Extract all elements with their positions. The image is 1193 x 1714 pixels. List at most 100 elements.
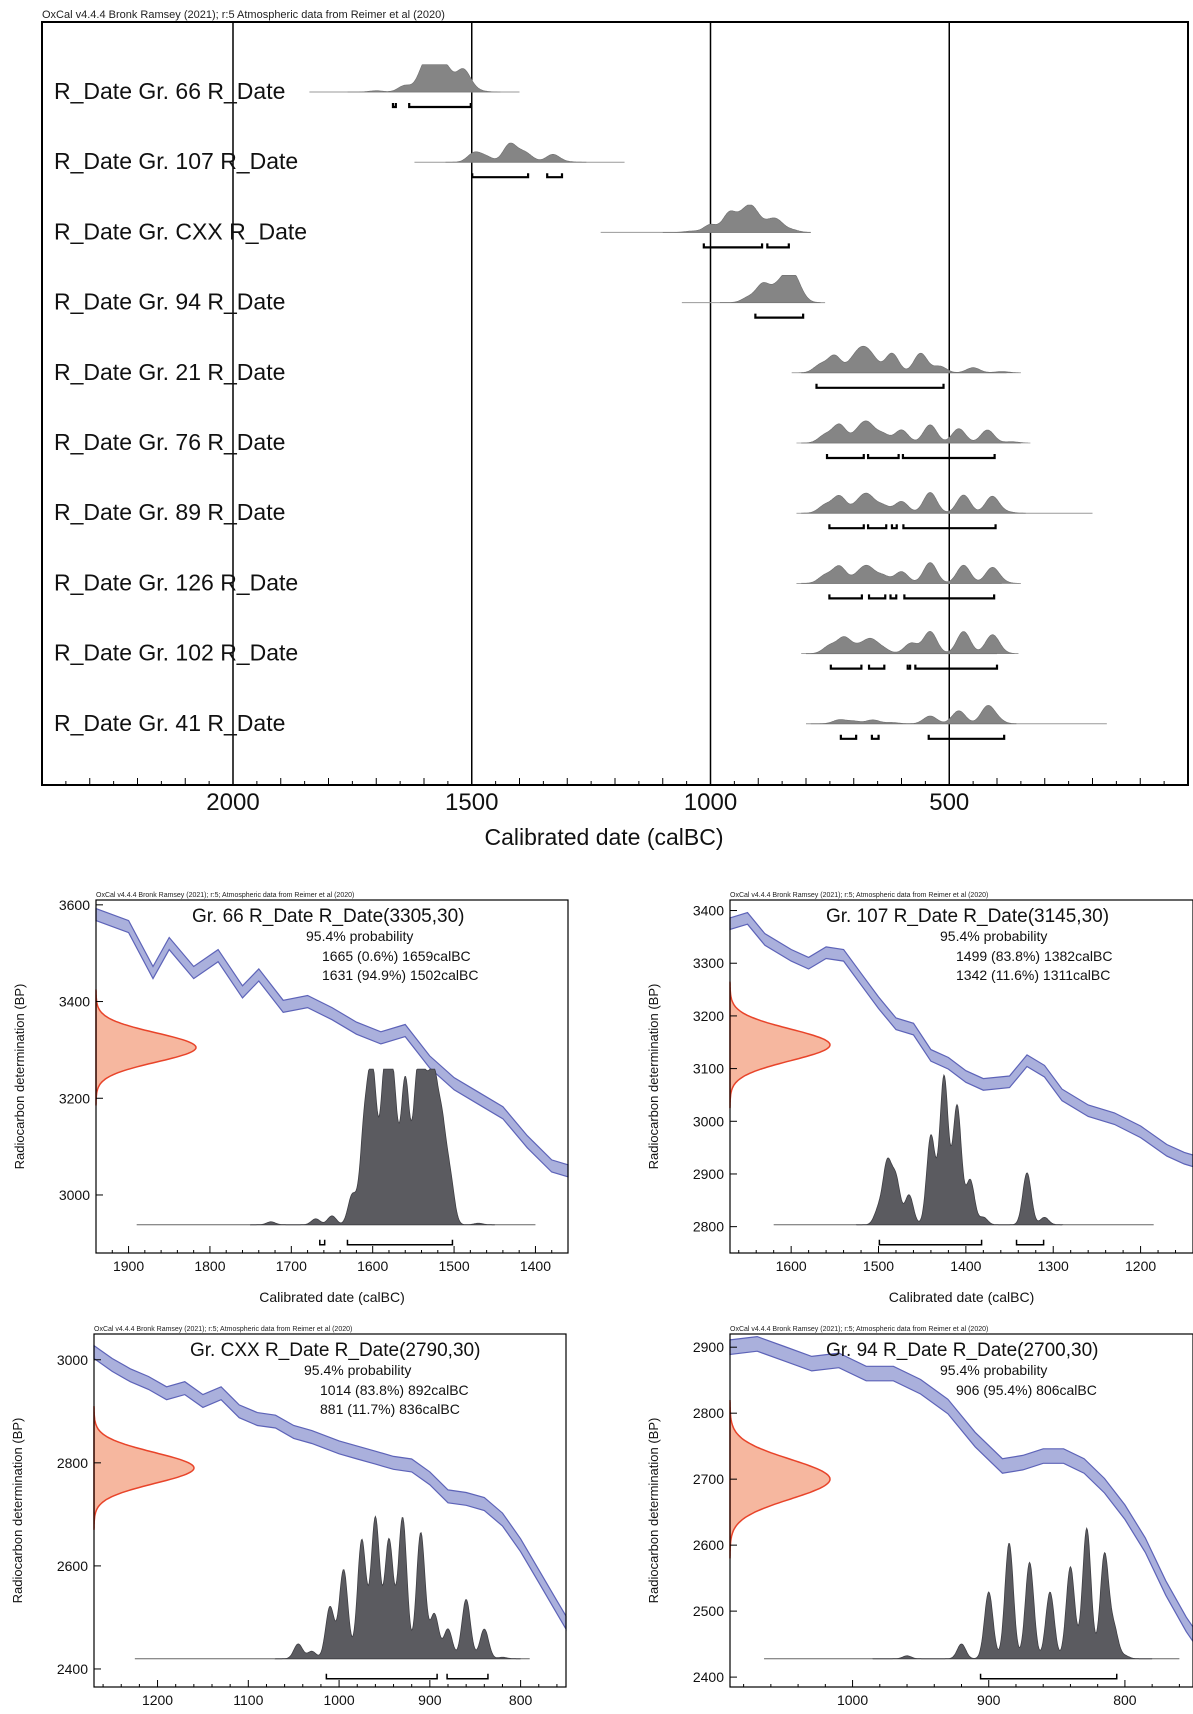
multiplot-range-bracket bbox=[889, 594, 898, 600]
multiplot-row: R_Date Gr. 102 R_Date bbox=[54, 630, 1019, 670]
x-tick-label: 1200 bbox=[1125, 1258, 1156, 1274]
multiplot-range-bracket bbox=[828, 524, 865, 530]
calibration-panel: OxCal v4.4.4 Bronk Ramsey (2021); r:5; A… bbox=[646, 1326, 1193, 1708]
x-tick-label: 800 bbox=[509, 1692, 533, 1708]
y-tick-label: 3600 bbox=[59, 897, 90, 913]
y-tick-label: 2800 bbox=[693, 1405, 724, 1421]
multiplot-range-bracket bbox=[828, 594, 863, 600]
multiplot-row-label: R_Date Gr. 102 R_Date bbox=[54, 640, 298, 666]
calibration-curve-band bbox=[729, 1335, 1193, 1643]
y-axis-label: Radiocarbon determination (BP) bbox=[10, 1418, 25, 1604]
panel-header: OxCal v4.4.4 Bronk Ramsey (2021); r:5; A… bbox=[730, 1326, 988, 1333]
multiplot-range-bracket bbox=[903, 594, 996, 600]
multiplot-density bbox=[801, 630, 1019, 654]
multiplot-row-label: R_Date Gr. 107 R_Date bbox=[54, 148, 298, 174]
y-tick-label: 2400 bbox=[693, 1669, 724, 1685]
y-axis-label: Radiocarbon determination (BP) bbox=[646, 1418, 661, 1604]
calibrated-density bbox=[855, 1073, 1064, 1226]
multiplot-range-bracket bbox=[766, 243, 790, 249]
x-tick-label: 1900 bbox=[113, 1258, 144, 1274]
multiplot-row-label: R_Date Gr. 41 R_Date bbox=[54, 710, 285, 736]
panel-header: OxCal v4.4.4 Bronk Ramsey (2021); r:5; A… bbox=[96, 892, 354, 899]
x-tick-label: 1700 bbox=[276, 1258, 307, 1274]
multiplot-row: R_Date Gr. 89 R_Date bbox=[54, 492, 1093, 530]
y-tick-label: 2600 bbox=[693, 1537, 724, 1553]
range-bracket bbox=[1015, 1239, 1045, 1246]
multiplot-range-bracket bbox=[901, 454, 996, 460]
multiplot-header: OxCal v4.4.4 Bronk Ramsey (2021); r:5 At… bbox=[42, 9, 445, 21]
measurement-distribution bbox=[93, 1406, 195, 1530]
x-tick-label: 1000 bbox=[837, 1692, 868, 1708]
x-tick-label: 1800 bbox=[194, 1258, 225, 1274]
x-tick-label: 1100 bbox=[233, 1692, 263, 1708]
multiplot-row: R_Date Gr. CXX R_Date bbox=[54, 204, 811, 249]
y-tick-label: 3400 bbox=[59, 994, 90, 1010]
y-tick-label: 3000 bbox=[693, 1113, 724, 1129]
multiplot-x-tick-label: 500 bbox=[929, 789, 969, 816]
y-tick-label: 2800 bbox=[693, 1219, 724, 1235]
range-label: 1014 (83.8%) 892calBC bbox=[320, 1382, 469, 1398]
range-label: 1665 (0.6%) 1659calBC bbox=[322, 948, 471, 964]
y-axis-label: Radiocarbon determination (BP) bbox=[646, 984, 661, 1170]
multiplot-x-axis-label: Calibrated date (calBC) bbox=[484, 824, 723, 850]
x-axis-label: Calibrated date (calBC) bbox=[889, 1289, 1035, 1305]
x-tick-label: 1200 bbox=[142, 1692, 173, 1708]
measurement-distribution bbox=[95, 989, 197, 1106]
calibrated-density bbox=[872, 1526, 1153, 1660]
multiplot-density bbox=[796, 562, 1021, 584]
multiplot-row-label: R_Date Gr. 126 R_Date bbox=[54, 569, 298, 595]
panel-title: Gr. 66 R_Date R_Date(3305,30) bbox=[192, 906, 465, 927]
multiplot-row-label: R_Date Gr. 89 R_Date bbox=[54, 499, 285, 525]
probability-label: 95.4% probability bbox=[304, 1362, 411, 1378]
multiplot-range-bracket bbox=[702, 243, 764, 249]
panel-title: Gr. 107 R_Date R_Date(3145,30) bbox=[826, 906, 1109, 927]
y-tick-label: 3000 bbox=[59, 1187, 90, 1203]
multiplot-range-bracket bbox=[927, 734, 1006, 740]
measurement-distribution bbox=[729, 1399, 831, 1559]
x-tick-label: 1500 bbox=[863, 1258, 894, 1274]
panel-frame bbox=[93, 1333, 567, 1688]
panel-frame bbox=[729, 899, 1193, 1254]
multiplot-x-tick-label: 1000 bbox=[684, 789, 737, 816]
range-label: 1499 (83.8%) 1382calBC bbox=[956, 948, 1112, 964]
multiplot-range-bracket bbox=[815, 383, 945, 389]
panel-title: Gr. CXX R_Date R_Date(2790,30) bbox=[190, 1340, 480, 1361]
range-bracket bbox=[319, 1239, 326, 1246]
multiplot-range-bracket bbox=[866, 524, 888, 530]
x-axis-label: Calibrated date (calBC) bbox=[259, 1289, 405, 1305]
calibration-panel: OxCal v4.4.4 Bronk Ramsey (2021); r:5; A… bbox=[10, 1326, 567, 1708]
y-tick-label: 3400 bbox=[693, 903, 724, 919]
multiplot-range-bracket bbox=[914, 664, 999, 670]
range-bracket bbox=[346, 1239, 454, 1246]
multiplot-density bbox=[796, 420, 1031, 444]
y-tick-label: 3300 bbox=[693, 955, 724, 971]
multiplot-row: R_Date Gr. 66 R_Date bbox=[54, 64, 520, 109]
y-tick-label: 2900 bbox=[693, 1339, 724, 1355]
multiplot-range-bracket bbox=[906, 664, 912, 670]
range-bracket bbox=[979, 1673, 1118, 1680]
multiplot-row: R_Date Gr. 94 R_Date bbox=[54, 275, 826, 319]
probability-label: 95.4% probability bbox=[306, 928, 413, 944]
multiplot-range-bracket bbox=[866, 454, 900, 460]
multiplot-range-bracket bbox=[825, 454, 865, 460]
multiplot-range-bracket bbox=[408, 103, 472, 109]
y-tick-label: 2400 bbox=[57, 1661, 88, 1677]
multiplot-range-bracket bbox=[839, 734, 858, 740]
panel-title: Gr. 94 R_Date R_Date(2700,30) bbox=[826, 1340, 1099, 1361]
multiplot-x-tick-label: 1500 bbox=[445, 789, 498, 816]
range-bracket bbox=[878, 1239, 983, 1246]
multiplot-row: R_Date Gr. 41 R_Date bbox=[54, 705, 1107, 740]
multiplot-density bbox=[347, 64, 501, 93]
multiplot-range-bracket bbox=[890, 524, 898, 530]
probability-label: 95.4% probability bbox=[940, 928, 1047, 944]
range-label: 881 (11.7%) 836calBC bbox=[320, 1401, 460, 1417]
multiplot-density bbox=[810, 705, 1017, 725]
multiplot-row-label: R_Date Gr. 66 R_Date bbox=[54, 78, 285, 104]
multiplot-row-label: R_Date Gr. 21 R_Date bbox=[54, 359, 285, 385]
x-tick-label: 1600 bbox=[776, 1258, 807, 1274]
multiplot-row-label: R_Date Gr. CXX R_Date bbox=[54, 218, 307, 244]
panel-header: OxCal v4.4.4 Bronk Ramsey (2021); r:5; A… bbox=[94, 1326, 352, 1333]
y-tick-label: 2600 bbox=[57, 1558, 88, 1574]
measurement-distribution bbox=[729, 981, 831, 1109]
